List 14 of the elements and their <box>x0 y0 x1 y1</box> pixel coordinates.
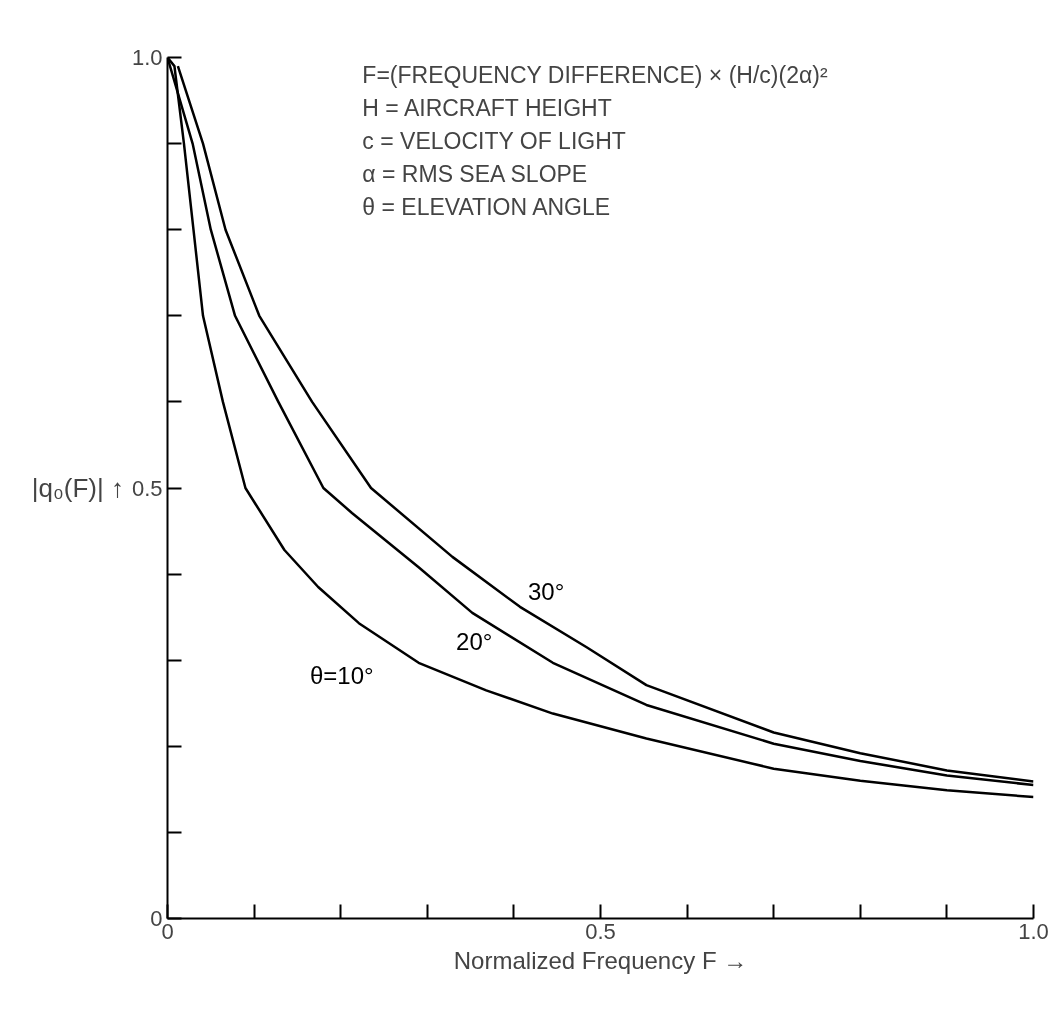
annotation: θ = ELEVATION ANGLE <box>362 193 611 220</box>
x-axis-title: Normalized Frequency F → <box>453 946 748 974</box>
annotation: F=(FREQUENCY DIFFERENCE) × (H/c)(2α)² <box>362 61 828 88</box>
y-axis-title: |q₀(F)| ↑ <box>31 473 124 503</box>
x-tick-label: 1.0 <box>1018 918 1049 944</box>
series-label: 30° <box>527 577 565 605</box>
x-tick-label: 0.5 <box>585 918 616 944</box>
annotation: α = RMS SEA SLOPE <box>362 160 588 187</box>
y-tick-label: 1.0 <box>131 45 163 70</box>
series-label: 20° <box>456 627 493 655</box>
annotation: H = AIRCRAFT HEIGHT <box>362 94 612 121</box>
y-tick-label: 0.5 <box>131 475 163 501</box>
annotation: c = VELOCITY OF LIGHT <box>362 127 626 154</box>
series-label: θ=10° <box>309 661 374 689</box>
